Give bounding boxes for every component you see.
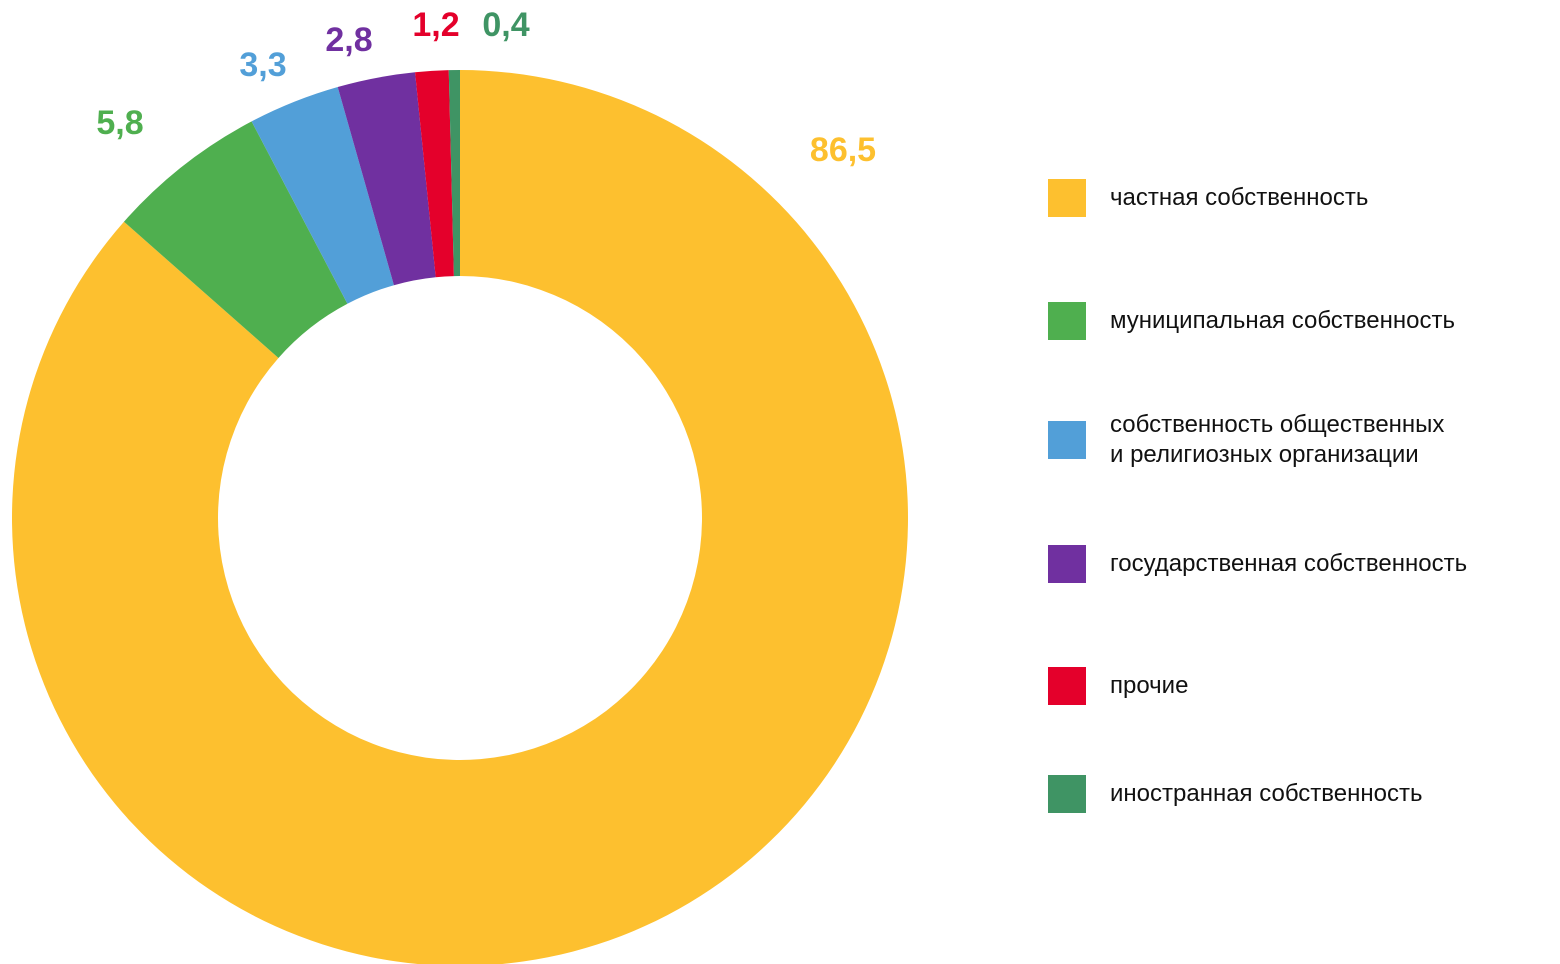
donut-slice [251,87,394,304]
legend-label: частная собственность [1110,184,1369,211]
legend-swatch [1048,545,1086,583]
legend-item: собственность общественных и религиозных… [1048,410,1444,470]
legend-item: государственная собственность [1048,534,1467,594]
donut-slice [415,70,454,278]
donut-slice [12,70,908,964]
value-label: 1,2 [412,6,459,44]
legend-label: собственность общественных и религиозных… [1110,411,1445,468]
value-label: 0,4 [482,6,529,44]
value-label: 5,8 [96,104,143,142]
legend-item: прочие [1048,656,1188,716]
legend-swatch [1048,775,1086,813]
value-label: 86,5 [810,131,876,169]
legend-label: прочие [1110,672,1189,699]
legend-swatch [1048,667,1086,705]
donut-slice [448,70,460,277]
value-label: 3,3 [239,46,286,84]
legend-swatch [1048,179,1086,217]
legend-item: муниципальная собственность [1048,291,1455,351]
donut-slice [123,121,348,358]
donut-slice [337,72,436,286]
legend-label: иностранная собственность [1110,780,1423,807]
legend-swatch [1048,421,1086,459]
legend-label: государственная собственность [1110,550,1468,577]
legend-item: частная собственность [1048,168,1368,228]
legend-swatch [1048,302,1086,340]
value-label: 2,8 [325,21,372,59]
legend-item: иностранная собственность [1048,764,1422,824]
legend-label: муниципальная собственность [1110,307,1455,334]
